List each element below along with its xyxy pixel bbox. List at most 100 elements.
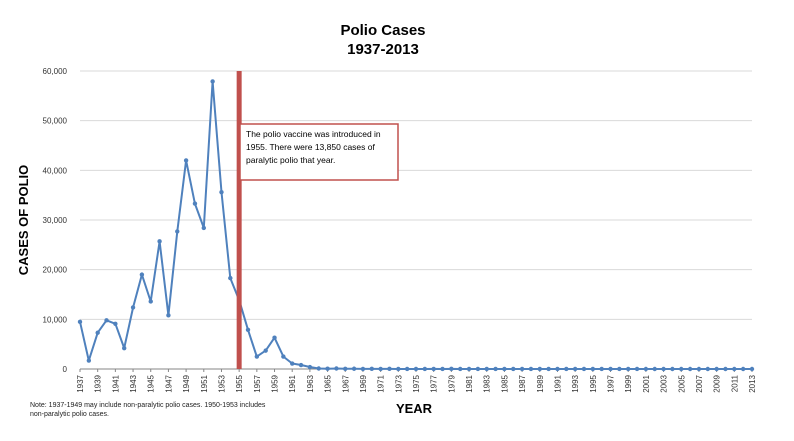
data-point (705, 366, 710, 372)
y-axis-label: CASES OF POLIO (16, 165, 31, 276)
x-tick-label: 1937 (76, 374, 85, 392)
x-tick-label: 2003 (660, 374, 669, 392)
x-tick-label: 2009 (713, 374, 722, 392)
annotation-frame (239, 123, 399, 181)
data-point (502, 366, 507, 372)
x-tick-label: 1949 (182, 374, 191, 392)
x-tick-label: 1985 (500, 374, 509, 392)
data-point (484, 366, 489, 372)
data-point (546, 366, 551, 372)
data-point (581, 366, 587, 372)
data-point (316, 366, 321, 371)
data-point (351, 366, 357, 371)
data-point (192, 201, 198, 206)
data-point (245, 327, 251, 332)
data-point (139, 272, 145, 277)
data-point (670, 366, 675, 372)
footnote-line-2: non-paralytic polio cases. (30, 411, 109, 418)
data-point (113, 321, 118, 327)
x-axis-ticks: 1937 1939 1941 1943 1945 1947 1949 1951 1953 1955… (76, 369, 757, 393)
x-tick-label: 1999 (624, 374, 633, 392)
y-tick-label: 60,000 (43, 67, 68, 76)
data-point (413, 366, 419, 372)
data-point (228, 275, 233, 281)
data-point (272, 335, 277, 340)
data-point (307, 364, 313, 370)
data-point (714, 366, 719, 372)
x-tick-label: 1973 (394, 374, 403, 392)
data-point (749, 366, 755, 372)
data-point (157, 239, 162, 244)
data-point (281, 354, 286, 359)
data-point (86, 358, 92, 363)
x-tick-label: 1987 (518, 374, 527, 392)
x-tick-label: 1997 (607, 374, 616, 392)
data-point (298, 362, 304, 368)
x-tick-label: 2005 (677, 374, 686, 392)
data-point (175, 229, 180, 234)
data-point (696, 366, 702, 372)
data-point (183, 158, 189, 163)
data-point (661, 366, 666, 372)
data-point (599, 366, 604, 372)
x-tick-label: 2007 (695, 374, 704, 392)
footnote-line-1: Note: 1937-1949 may include non-paralyti… (30, 402, 266, 409)
data-point (130, 305, 136, 310)
data-point (369, 366, 374, 372)
data-point (201, 225, 206, 231)
data-point (679, 366, 684, 372)
series-polio-cases (77, 79, 755, 372)
x-tick-label: 1975 (412, 374, 421, 392)
data-point (608, 366, 613, 372)
x-tick-label: 2011 (730, 374, 739, 392)
data-point (537, 366, 542, 372)
annotation-line-1: The polio vaccine was introduced in (246, 129, 381, 139)
x-tick-label: 1959 (271, 374, 280, 392)
data-point (263, 348, 268, 353)
data-point (626, 366, 631, 372)
x-tick-label: 1979 (447, 374, 456, 392)
x-tick-label: 1957 (253, 374, 262, 392)
x-tick-label: 1943 (129, 374, 138, 392)
x-axis-label: YEAR (396, 401, 433, 416)
data-point (219, 189, 224, 195)
data-point (564, 366, 569, 372)
x-tick-label: 1977 (430, 374, 439, 392)
data-point (334, 366, 339, 371)
x-tick-label: 1953 (217, 374, 226, 392)
annotation-line-2: 1955. There were 13,850 cases of (246, 142, 375, 152)
x-tick-label: 1971 (377, 374, 386, 392)
data-point (475, 366, 481, 372)
data-point (360, 366, 366, 372)
x-tick-label: 1961 (288, 374, 297, 392)
data-point (122, 345, 127, 351)
x-tick-label: 1969 (359, 374, 368, 392)
data-point (687, 366, 693, 372)
x-tick-label: 1955 (235, 374, 244, 392)
y-axis-ticks: 0 10,000 20,000 30,000 40,000 50,000 60,000 (43, 67, 68, 374)
data-point (643, 366, 649, 372)
annotation-line-3: paralytic polio that year. (246, 155, 335, 165)
annotation-box: The polio vaccine was introduced in 1955… (239, 123, 399, 181)
data-point (422, 366, 428, 372)
x-tick-label: 1991 (553, 374, 562, 392)
data-point (590, 366, 596, 372)
x-tick-label: 2013 (748, 374, 757, 392)
data-point (378, 366, 383, 372)
y-tick-label: 0 (63, 365, 68, 374)
data-point (555, 366, 560, 372)
data-point (404, 366, 410, 372)
data-point (210, 79, 215, 84)
x-tick-label: 1995 (589, 374, 598, 392)
chart-subtitle: 1937-2013 (347, 41, 419, 58)
y-tick-label: 50,000 (43, 117, 68, 126)
data-point (634, 366, 640, 372)
gridlines (80, 70, 752, 320)
data-point (652, 366, 657, 372)
data-point (387, 366, 392, 372)
data-point (617, 366, 622, 372)
x-tick-label: 1981 (465, 374, 474, 392)
data-point (290, 361, 295, 366)
data-point (528, 366, 534, 372)
data-point (519, 366, 525, 372)
